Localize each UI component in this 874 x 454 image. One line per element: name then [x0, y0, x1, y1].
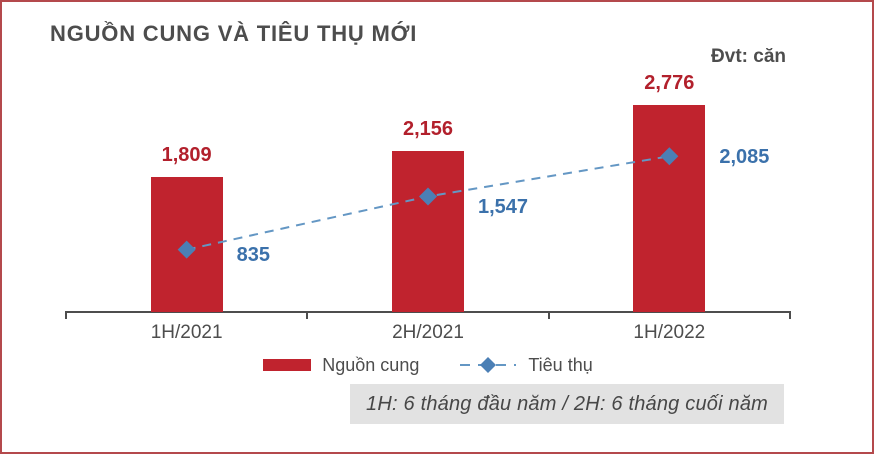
legend-consumption-label: Tiêu thụ: [528, 354, 593, 375]
legend-supply-label: Nguồn cung: [322, 354, 420, 375]
x-axis-tick: [547, 311, 550, 319]
supply-value-label: 2,156: [402, 117, 454, 140]
consumption-value-label: 2,085: [719, 146, 770, 169]
x-axis-tick: [789, 311, 791, 319]
x-axis-line: [65, 311, 791, 313]
legend: Nguồn cung Tiêu thụ: [66, 351, 790, 379]
legend-supply-swatch: [263, 359, 312, 371]
supply-bar: [392, 150, 464, 312]
footnote: 1H: 6 tháng đầu năm / 2H: 6 tháng cuối n…: [350, 384, 784, 424]
supply-bar: [633, 104, 706, 312]
consumption-value-label: 835: [236, 243, 271, 266]
x-axis-label: 2H/2021: [392, 322, 464, 343]
legend-item-supply: Nguồn cung: [263, 355, 419, 376]
chart-title: NGUỒN CUNG VÀ TIÊU THỤ MỚI: [50, 21, 418, 46]
x-axis-label: 1H/2021: [150, 322, 223, 343]
legend-dashed-line-diamond-icon: [459, 356, 517, 374]
unit-label: Đvt: căn: [711, 46, 786, 67]
supply-value-label: 1,809: [161, 143, 212, 166]
consumption-value-label: 1,547: [478, 196, 529, 219]
supply-bar: [150, 176, 223, 312]
x-axis-tick: [65, 311, 67, 319]
x-axis-tick: [306, 311, 309, 319]
x-axis-label: 1H/2022: [633, 322, 706, 343]
legend-item-consumption: Tiêu thụ: [459, 354, 593, 376]
supply-value-label: 2,776: [644, 71, 695, 94]
